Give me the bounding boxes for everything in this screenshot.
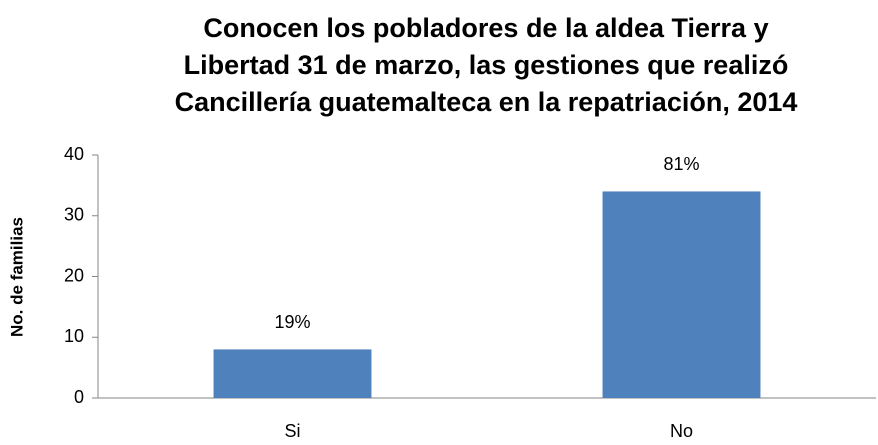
chart-title: Cancillería guatemalteca en la repatriac… xyxy=(175,87,798,117)
y-axis-label: No. de familias xyxy=(7,217,26,337)
x-tick-label: No xyxy=(670,421,693,441)
y-tick-label: 20 xyxy=(64,265,84,285)
data-label: 81% xyxy=(663,154,699,174)
y-tick-label: 40 xyxy=(64,144,84,164)
x-tick-label: Si xyxy=(284,421,300,441)
y-tick-label: 10 xyxy=(64,326,84,346)
bar xyxy=(602,191,761,398)
y-tick-label: 0 xyxy=(74,387,84,407)
bar xyxy=(213,349,372,398)
y-tick-label: 30 xyxy=(64,205,84,225)
data-label: 19% xyxy=(274,312,310,332)
chart-title: Libertad 31 de marzo, las gestiones que … xyxy=(184,50,789,80)
chart-title: Conocen los pobladores de la aldea Tierr… xyxy=(203,13,768,43)
